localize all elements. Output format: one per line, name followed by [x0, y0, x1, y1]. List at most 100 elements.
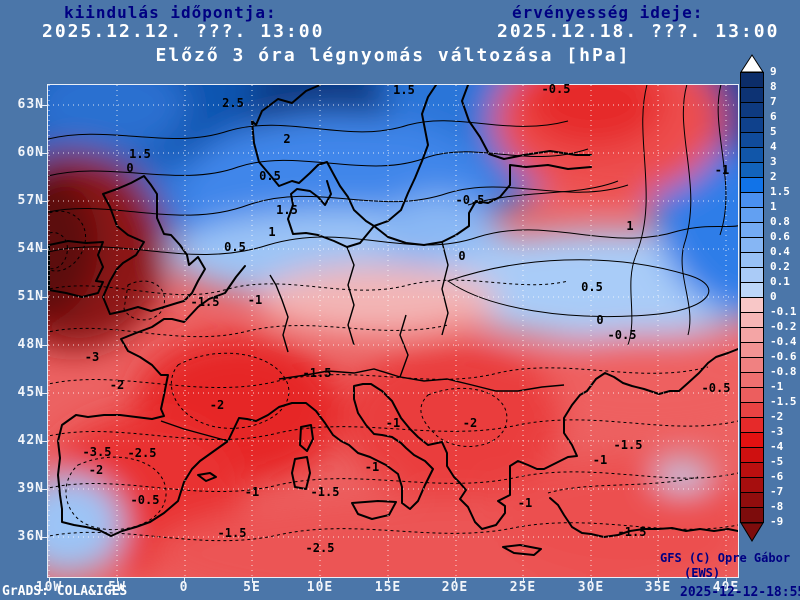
lon-label: 40E	[712, 580, 740, 595]
pressure-field-blobs	[48, 85, 738, 577]
contour-label: 1.5	[393, 83, 415, 97]
valid-time-value: 2025.12.18. ???. 13:00	[497, 21, 780, 42]
colorbar-swatch	[740, 507, 764, 523]
colorbar-tick-label: 2	[770, 170, 777, 183]
colorbar-tick-label: -0.8	[770, 365, 797, 378]
colorbar-swatch	[740, 162, 764, 178]
lon-label: 10E	[306, 580, 334, 595]
contour-label: 0.5	[259, 169, 281, 183]
contour-label: -0.5	[607, 328, 637, 342]
credit-line-2: (EWS)	[684, 566, 721, 580]
colorbar-swatch	[740, 117, 764, 133]
contour-label: -1	[517, 496, 533, 510]
contour-label: -1	[714, 163, 730, 177]
colorbar-swatch	[740, 447, 764, 463]
colorbar-swatch	[740, 282, 764, 298]
valid-time-label: érvényesség ideje:	[512, 3, 704, 22]
colorbar-swatch	[740, 312, 764, 328]
colorbar-swatch	[740, 192, 764, 208]
colorbar-tick-label: 0.8	[770, 215, 790, 228]
contour-label: -2.5	[305, 541, 335, 555]
contour-label: -1.5	[613, 438, 643, 452]
colorbar-bottom-arrow	[740, 522, 764, 542]
colorbar-tick-label: 3	[770, 155, 777, 168]
contour-label: -1	[364, 460, 380, 474]
contour-label: -2.5	[127, 446, 157, 460]
colorbar-tick-label: 1	[770, 200, 777, 213]
lon-tick	[320, 577, 321, 583]
colorbar-swatch	[740, 387, 764, 403]
generation-timestamp: 2025-12-12-18:55	[680, 585, 800, 600]
colorbar-tick-label: -0.6	[770, 350, 797, 363]
colorbar-tick-label: -8	[770, 500, 784, 513]
init-time-value: 2025.12.12. ???. 13:00	[42, 21, 325, 42]
lat-tick	[42, 441, 48, 442]
lat-label: 39N	[17, 481, 44, 496]
lon-label: 10W	[35, 580, 63, 595]
colorbar-swatch	[740, 357, 764, 373]
contour-label: 0.5	[581, 280, 603, 294]
colorbar-swatch	[740, 267, 764, 283]
lat-tick	[42, 393, 48, 394]
contour-label: -3	[84, 350, 100, 364]
lon-tick	[591, 577, 592, 583]
colorbar-swatch	[740, 132, 764, 148]
country-borders	[160, 241, 565, 442]
colorbar-tick-label: -0.1	[770, 305, 797, 318]
colorbar-tick-label: 6	[770, 110, 777, 123]
lat-tick	[42, 345, 48, 346]
colorbar-tick-label: -0.2	[770, 320, 797, 333]
lon-label: 25E	[509, 580, 537, 595]
colorbar-swatch	[740, 432, 764, 448]
contour-label: -1	[592, 453, 608, 467]
colorbar-tick-label: 0.1	[770, 275, 790, 288]
coastlines	[48, 85, 738, 556]
contour-label: 0	[458, 249, 466, 263]
colorbar-swatch	[740, 417, 764, 433]
page-title: Előző 3 óra légnyomás változása [hPa]	[155, 45, 631, 66]
lon-tick	[523, 577, 524, 583]
credit-line-1: GFS (C) Opre Gábor	[660, 551, 791, 565]
colorbar-tick-label: -2	[770, 410, 784, 423]
lon-tick	[252, 577, 253, 583]
graticule	[48, 85, 738, 577]
colorbar-swatch	[740, 297, 764, 313]
lon-label: 5W	[108, 580, 126, 595]
lat-label: 45N	[17, 385, 44, 400]
colorbar-tick-label: -6	[770, 470, 784, 483]
lon-label: 35E	[644, 580, 672, 595]
map-canvas	[48, 85, 738, 577]
contour-label: -1.5	[190, 295, 220, 309]
colorbar: 9 8 7 6 5 4 3 2 1.5 1 0.8 0.6 0.4 0.2 0.1 0 -0.1 -0.2 -0.4…	[740, 54, 800, 554]
contour-label: -2	[109, 378, 125, 392]
lat-label: 36N	[17, 529, 44, 544]
lat-label: 63N	[17, 97, 44, 112]
lon-tick	[388, 577, 389, 583]
colorbar-swatch	[740, 147, 764, 163]
lon-tick	[455, 577, 456, 583]
colorbar-tick-label: 0.2	[770, 260, 790, 273]
colorbar-top-arrow	[740, 54, 764, 73]
contour-label: -3.5	[82, 445, 112, 459]
colorbar-tick-label: -4	[770, 440, 784, 453]
colorbar-tick-label: -5	[770, 455, 784, 468]
colorbar-swatch	[740, 207, 764, 223]
contour-label: 1	[268, 225, 276, 239]
lon-label: 0	[179, 580, 189, 595]
colorbar-tick-label: 0.4	[770, 245, 790, 258]
colorbar-tick-label: -7	[770, 485, 784, 498]
lon-label: 5E	[243, 580, 261, 595]
lat-tick	[42, 201, 48, 202]
colorbar-swatch	[740, 87, 764, 103]
lon-tick	[184, 577, 185, 583]
lat-tick	[42, 153, 48, 154]
contour-label: -1.5	[617, 525, 647, 539]
colorbar-swatch	[740, 462, 764, 478]
colorbar-swatch	[740, 342, 764, 358]
colorbar-swatch	[740, 102, 764, 118]
colorbar-swatch	[740, 327, 764, 343]
colorbar-tick-label: -3	[770, 425, 784, 438]
lat-label: 48N	[17, 337, 44, 352]
contour-label: -0.5	[455, 193, 485, 207]
